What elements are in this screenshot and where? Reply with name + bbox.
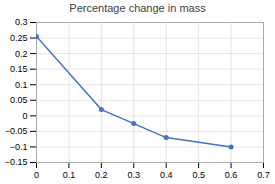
svg-text:0.3: 0.3 — [128, 170, 141, 180]
svg-text:0.05: 0.05 — [10, 95, 28, 105]
svg-text:0.7: 0.7 — [257, 170, 270, 180]
svg-text:−0.15: −0.15 — [5, 157, 28, 167]
svg-text:−0.05: −0.05 — [5, 126, 28, 136]
svg-text:0.2: 0.2 — [15, 48, 28, 58]
svg-text:0.4: 0.4 — [160, 170, 173, 180]
svg-text:0: 0 — [22, 111, 27, 121]
svg-text:0.2: 0.2 — [95, 170, 108, 180]
svg-text:0.1: 0.1 — [63, 170, 76, 180]
svg-text:0.6: 0.6 — [225, 170, 238, 180]
svg-text:0: 0 — [34, 170, 39, 180]
html-text:Percentage change in mass: Percentage change in mass — [69, 2, 206, 14]
svg-text:0.5: 0.5 — [192, 170, 205, 180]
svg-text:0.3: 0.3 — [15, 17, 28, 27]
svg-text:0.25: 0.25 — [10, 33, 28, 43]
svg-text:0.1: 0.1 — [15, 80, 28, 90]
svg-text:−0.1: −0.1 — [10, 142, 28, 152]
svg-text:0.15: 0.15 — [10, 64, 28, 74]
